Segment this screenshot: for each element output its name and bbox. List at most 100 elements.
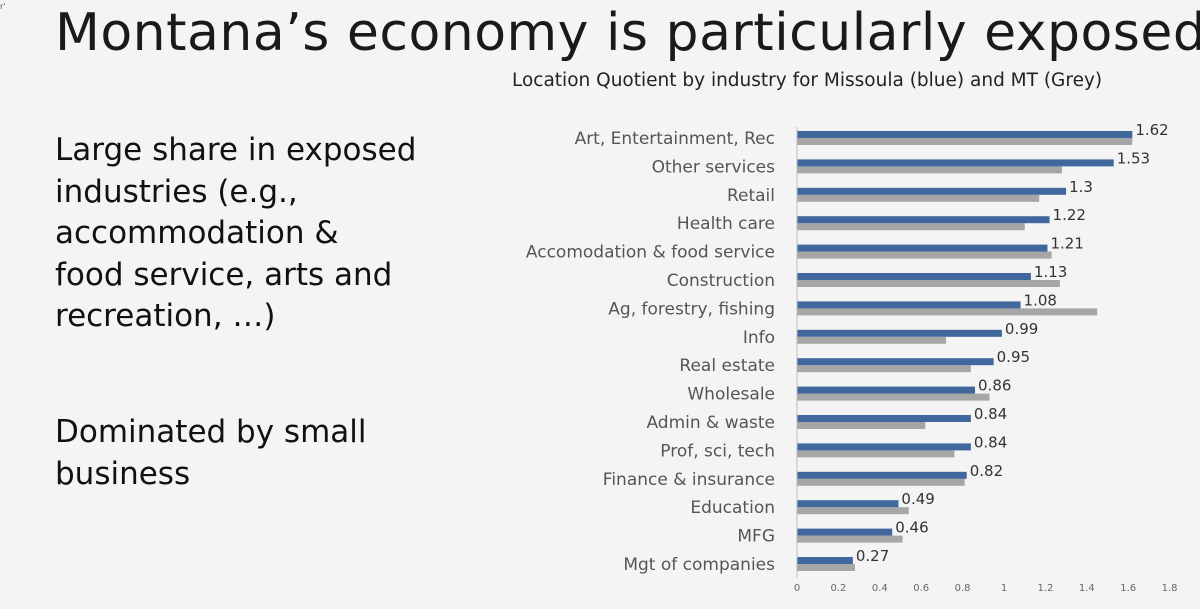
value-label: 1.13 <box>1034 263 1067 281</box>
value-label: 0.86 <box>978 377 1011 395</box>
x-tick-label: 1.8 <box>1162 583 1178 594</box>
category-label: Real estate <box>679 356 775 376</box>
category-label: Retail <box>727 186 775 206</box>
category-label: Info <box>743 328 775 348</box>
category-group: Other services 1.53 <box>652 149 1151 177</box>
category-label: Ag, forestry, fishing <box>608 299 775 319</box>
x-tick-label: 1.6 <box>1120 583 1136 594</box>
bullet-small-business: Dominated by small business <box>55 412 435 495</box>
category-group: Mgt of companies 0.27 <box>623 547 889 575</box>
bar-missoula <box>797 358 994 366</box>
x-tick-label: 1.4 <box>1079 583 1095 594</box>
bar-missoula <box>797 131 1133 138</box>
category-group: Education 0.49 <box>690 490 934 518</box>
value-label: 1.21 <box>1050 235 1083 253</box>
category-group: Finance & insurance 0.82 <box>603 462 1003 490</box>
category-label: MFG <box>737 527 775 547</box>
bar-mt <box>797 393 990 401</box>
bar-mt <box>797 365 971 373</box>
bar-mt <box>797 478 965 486</box>
bar-mt <box>797 564 855 571</box>
value-label: 1.53 <box>1117 149 1150 167</box>
category-group: Prof, sci, tech 0.84 <box>660 433 1007 461</box>
x-tick-label: 0.4 <box>872 583 888 594</box>
x-tick-label: 0.2 <box>830 583 846 594</box>
bar-mt <box>797 223 1025 231</box>
category-group: Real estate 0.95 <box>679 348 1030 376</box>
bar-mt <box>797 422 926 429</box>
bullet-line: Dominated by small <box>55 414 367 450</box>
x-tick-label: 1 <box>1001 583 1007 594</box>
bar-mt <box>797 336 947 344</box>
value-label: 1.3 <box>1069 178 1093 196</box>
bullet-exposed-industries: Large share in exposed industries (e.g.,… <box>55 130 435 338</box>
category-label: Other services <box>652 157 776 177</box>
bar-missoula <box>797 301 1021 309</box>
category-group: Construction 1.13 <box>667 263 1068 291</box>
category-group: MFG 0.46 <box>737 519 928 547</box>
bar-missoula <box>797 159 1114 167</box>
bullet-line: Large share in exposed <box>55 132 417 168</box>
bar-missoula <box>797 443 971 451</box>
category-group: Ag, forestry, fishing 1.08 <box>608 291 1098 319</box>
bar-mt <box>797 194 1040 202</box>
value-label: 0.82 <box>970 462 1003 480</box>
category-label: Prof, sci, tech <box>660 441 775 461</box>
bullet-line: food service, arts and <box>55 256 393 293</box>
bullet-line: recreation, …) <box>55 298 276 334</box>
value-label: 0.95 <box>997 348 1030 366</box>
bar-missoula <box>797 329 1002 337</box>
bullet-line: industries (e.g., <box>55 173 298 210</box>
category-group: Health care 1.22 <box>677 206 1086 234</box>
value-label: 0.27 <box>856 547 889 565</box>
value-label: 0.84 <box>974 405 1007 423</box>
bar-missoula <box>797 528 893 536</box>
x-tick-label: 0.8 <box>955 583 971 594</box>
category-group: Retail 1.3 <box>727 178 1093 206</box>
bar-mt <box>797 308 1098 316</box>
bar-mt <box>797 535 903 543</box>
value-label: 0.49 <box>901 490 934 508</box>
category-group: Accomodation & food service 1.21 <box>526 235 1084 263</box>
bar-mt <box>797 450 955 458</box>
bar-mt <box>797 507 909 515</box>
bar-mt <box>797 251 1052 259</box>
bar-missoula <box>797 187 1067 195</box>
category-group: Wholesale 0.86 <box>687 377 1011 405</box>
bar-missoula <box>797 216 1050 224</box>
x-tick-label: 0.6 <box>913 583 929 594</box>
value-label: 0.84 <box>974 433 1007 451</box>
category-label: Health care <box>677 214 775 234</box>
category-label: Construction <box>667 271 775 291</box>
bullet-line: accommodation & <box>55 215 339 251</box>
bullet-line: business <box>55 455 191 492</box>
category-group: Art, Entertainment, Rec 1.62 <box>575 121 1169 149</box>
category-group: Info 0.99 <box>743 320 1039 348</box>
bar-mt <box>797 280 1060 287</box>
x-tick-label: 0 <box>794 583 800 594</box>
category-label: Mgt of companies <box>623 555 775 575</box>
slide-title: Montana’s economy is particularly expose… <box>55 3 1200 63</box>
bar-missoula <box>797 557 853 564</box>
bar-mt <box>797 166 1062 174</box>
bar-missoula <box>797 244 1048 252</box>
category-label: Accomodation & food service <box>526 243 775 263</box>
value-label: 1.62 <box>1135 121 1168 139</box>
corner-mark: r' <box>0 2 6 11</box>
bar-missoula <box>797 471 967 479</box>
bar-missoula <box>797 386 976 394</box>
category-label: Art, Entertainment, Rec <box>575 129 775 149</box>
value-label: 0.46 <box>895 519 928 537</box>
value-label: 1.22 <box>1053 206 1086 224</box>
bar-missoula <box>797 415 971 422</box>
value-label: 0.99 <box>1005 320 1038 338</box>
category-label: Finance & insurance <box>603 470 775 490</box>
chart-title: Location Quotient by industry for Missou… <box>512 70 1103 91</box>
bar-missoula <box>797 273 1031 280</box>
category-group: Admin & waste 0.84 <box>646 405 1007 433</box>
bar-missoula <box>797 500 899 508</box>
value-label: 1.08 <box>1024 291 1057 309</box>
bar-mt <box>797 138 1133 145</box>
x-tick-label: 1.2 <box>1037 583 1053 594</box>
